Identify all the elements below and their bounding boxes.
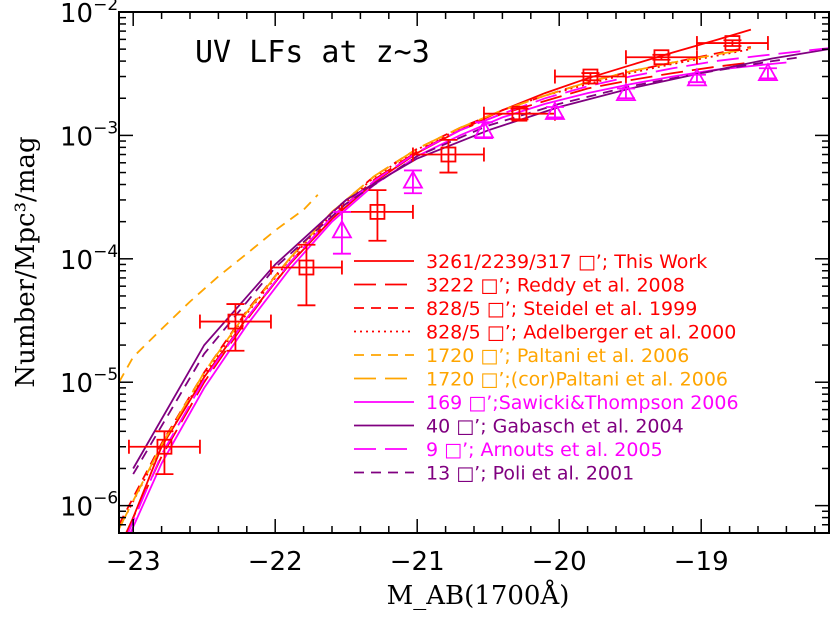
triangle-point-0 — [331, 210, 353, 255]
legend-label-2: 828/5 □’; Steidel et al. 1999 — [426, 298, 697, 320]
series-line-4 — [119, 194, 319, 383]
triangle-marker — [757, 62, 779, 81]
chart-title: UV LFs at z~3 — [195, 35, 430, 70]
square-point-0 — [128, 430, 201, 476]
square-marker — [582, 68, 599, 85]
square-marker — [156, 438, 173, 455]
square-marker — [227, 313, 244, 330]
y-tick-labels: 10−6 10−5 10−4 10−3 10−2 — [60, 0, 118, 523]
triangle-marker — [402, 169, 424, 189]
legend-label-1: 3222 □’; Reddy et al. 2008 — [426, 275, 685, 297]
triangle-point-1 — [402, 169, 424, 195]
legend-label-6: 169 □’;Sawicki&Thompson 2006 — [426, 392, 739, 414]
triangle-marker — [544, 101, 566, 120]
square-point-2 — [270, 243, 343, 307]
triangle-marker — [473, 119, 495, 139]
square-marker — [511, 105, 528, 122]
legend-label-8: 9 □’; Arnouts et al. 2005 — [426, 439, 663, 461]
triangle-marker — [686, 67, 708, 87]
triangle-marker — [615, 82, 637, 102]
square-marker — [724, 35, 741, 51]
legend-label-4: 1720 □’; Paltani et al. 2006 — [426, 345, 689, 367]
legend-label-9: 13 □’; Poli et al. 2001 — [426, 463, 634, 485]
axis-ticks — [119, 11, 829, 534]
x-axis-title: M_AB(1700Å) — [387, 579, 570, 611]
legend-label-0: 3261/2239/317 □’; This Work — [426, 251, 707, 273]
triangle-point-3 — [544, 101, 566, 120]
data-points — [128, 35, 779, 476]
square-marker — [440, 146, 457, 163]
series-line-6 — [129, 61, 787, 533]
y-tick-label: 10−3 — [60, 118, 118, 152]
y-tick-label: 10−6 — [60, 489, 118, 523]
triangle-point-5 — [686, 67, 708, 87]
x-tick-label: −19 — [674, 547, 729, 577]
square-point-4 — [412, 138, 485, 174]
square-point-7 — [625, 49, 698, 66]
square-point-8 — [696, 35, 769, 51]
legend-label-7: 40 □’; Gabasch et al. 2004 — [426, 416, 684, 438]
triangle-point-6 — [757, 62, 779, 81]
x-tick-label: −22 — [248, 547, 303, 577]
x-tick-label: −21 — [390, 547, 445, 577]
y-tick-label: 10−2 — [60, 0, 118, 29]
triangle-marker — [331, 219, 353, 239]
square-point-6 — [554, 68, 627, 85]
series-line-9 — [132, 56, 801, 475]
y-tick-label: 10−4 — [60, 242, 118, 276]
x-tick-label: −23 — [106, 547, 161, 577]
square-marker — [653, 49, 670, 66]
x-tick-labels: −23 −22 −21 −20 −19 — [106, 547, 729, 577]
square-marker — [298, 259, 315, 276]
x-tick-label: −20 — [532, 547, 587, 577]
y-axis-title: Number/Mpc³/mag — [11, 136, 41, 387]
series-line-0 — [126, 28, 752, 533]
triangle-point-2 — [473, 119, 495, 140]
legend-label-5: 1720 □’;(cor)Paltani et al. 2006 — [426, 369, 728, 391]
legend-label-3: 828/5 □’; Adelberger et al. 2000 — [426, 322, 736, 344]
square-point-3 — [341, 189, 414, 242]
y-tick-label: 10−5 — [60, 365, 118, 399]
series-line-5 — [119, 47, 752, 530]
square-point-1 — [199, 303, 272, 352]
square-marker — [369, 203, 386, 220]
triangle-point-4 — [615, 82, 637, 102]
